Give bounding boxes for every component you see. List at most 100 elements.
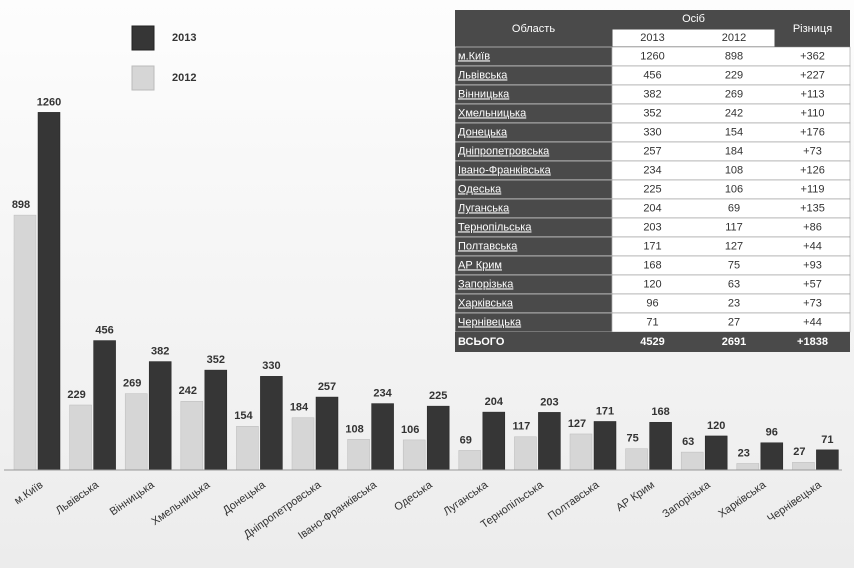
- data-label: 71: [821, 434, 833, 446]
- bar: [680, 451, 704, 471]
- bar: [13, 214, 37, 471]
- table-cell-text: Полтавська: [458, 240, 518, 252]
- bar: [704, 435, 728, 471]
- table-cell-text: Тернопільська: [458, 221, 532, 233]
- table-cell-text: 27: [728, 316, 740, 328]
- data-label: 63: [682, 436, 694, 448]
- bar: [426, 405, 450, 471]
- table-cell-text: +73: [803, 145, 822, 157]
- data-label: 117: [513, 421, 531, 433]
- table-header-cell: Область: [512, 23, 555, 35]
- table-cell-text: 108: [725, 164, 743, 176]
- data-label: 352: [207, 354, 225, 366]
- table-cell-text: Івано-Франківська: [458, 164, 552, 176]
- table-cell-text: Запорізька: [458, 278, 514, 290]
- data-label: 898: [12, 199, 30, 211]
- table-cell-text: 352: [643, 107, 661, 119]
- table-cell-text: 171: [643, 240, 661, 252]
- table-cell-text: 154: [725, 126, 743, 138]
- bar: [482, 411, 506, 471]
- table-cell-text: +86: [803, 221, 822, 233]
- table-cell-text: 117: [725, 221, 743, 233]
- bar: [816, 449, 839, 471]
- table-cell-text: Донецька: [458, 126, 508, 138]
- bar: [204, 369, 228, 471]
- legend-swatch: [131, 65, 155, 91]
- table-total-text: ВСЬОГО: [458, 336, 505, 348]
- bar: [625, 448, 648, 471]
- table-cell-text: +44: [803, 240, 822, 252]
- table-cell-text: 229: [725, 69, 743, 81]
- table-cell-text: м.Київ: [458, 50, 490, 62]
- table-total-text: +1838: [797, 336, 828, 348]
- bar: [371, 403, 394, 471]
- data-label: 382: [151, 345, 169, 357]
- bar: [236, 426, 259, 471]
- data-label: 225: [429, 390, 447, 402]
- data-label: 108: [345, 423, 363, 435]
- table-cell-text: 225: [643, 183, 661, 195]
- data-label: 1260: [37, 96, 61, 108]
- table-cell-text: 456: [643, 69, 661, 81]
- bar: [649, 422, 672, 471]
- bar: [37, 112, 61, 471]
- data-label: 168: [651, 406, 669, 418]
- data-label: 106: [401, 424, 419, 436]
- data-label: 171: [596, 405, 614, 417]
- table-cell-text: 168: [643, 259, 661, 271]
- data-label: 242: [179, 385, 197, 397]
- table-cell-text: 106: [725, 183, 743, 195]
- table-cell-text: 330: [643, 126, 661, 138]
- table-total-text: 2691: [722, 336, 746, 348]
- table-cell-text: 242: [725, 107, 743, 119]
- bar: [736, 463, 760, 471]
- table-cell-text: 71: [646, 316, 658, 328]
- data-label: 330: [262, 360, 280, 372]
- table-cell-text: 234: [643, 164, 661, 176]
- data-label: 27: [793, 446, 805, 458]
- table-header-cell: 2012: [722, 32, 746, 44]
- table-cell-text: +57: [803, 278, 822, 290]
- table-cell-text: +73: [803, 297, 822, 309]
- table-cell-text: +176: [800, 126, 825, 138]
- bar: [569, 433, 593, 471]
- table-cell-text: 269: [725, 88, 743, 100]
- bar: [260, 376, 283, 471]
- data-label: 269: [123, 378, 141, 390]
- data-label: 257: [318, 381, 336, 393]
- bar: [315, 396, 339, 471]
- bar: [347, 439, 370, 471]
- table-cell-text: Вінницька: [458, 88, 510, 100]
- table-cell-text: 898: [725, 50, 743, 62]
- table-cell-text: 127: [725, 240, 743, 252]
- legend-swatch: [131, 25, 155, 51]
- table-cell-text: 204: [643, 202, 661, 214]
- table-cell-text: 203: [643, 221, 661, 233]
- bar: [291, 417, 315, 471]
- table-cell-text: +119: [801, 183, 825, 195]
- table-cell-text: +113: [801, 88, 825, 100]
- table-cell-text: +44: [803, 316, 822, 328]
- data-label: 234: [373, 387, 392, 399]
- bar: [180, 401, 204, 471]
- bar: [69, 404, 92, 471]
- table-cell-text: +362: [800, 50, 825, 62]
- data-label: 203: [540, 396, 558, 408]
- data-label: 204: [485, 396, 504, 408]
- data-label: 69: [460, 434, 472, 446]
- data-label: 23: [738, 447, 750, 459]
- table-cell-text: АР Крим: [458, 259, 502, 271]
- bar: [792, 462, 815, 471]
- table-header-cell: Осіб: [682, 13, 705, 25]
- bar: [458, 450, 482, 471]
- table-cell-text: 184: [725, 145, 743, 157]
- bar: [402, 439, 426, 471]
- table-cell-text: 75: [728, 259, 740, 271]
- data-label: 127: [568, 418, 586, 430]
- data-label: 120: [707, 420, 725, 432]
- data-label: 229: [67, 389, 85, 401]
- table-total: [455, 332, 850, 352]
- data-label: 456: [95, 324, 113, 336]
- data-label: 96: [766, 427, 778, 439]
